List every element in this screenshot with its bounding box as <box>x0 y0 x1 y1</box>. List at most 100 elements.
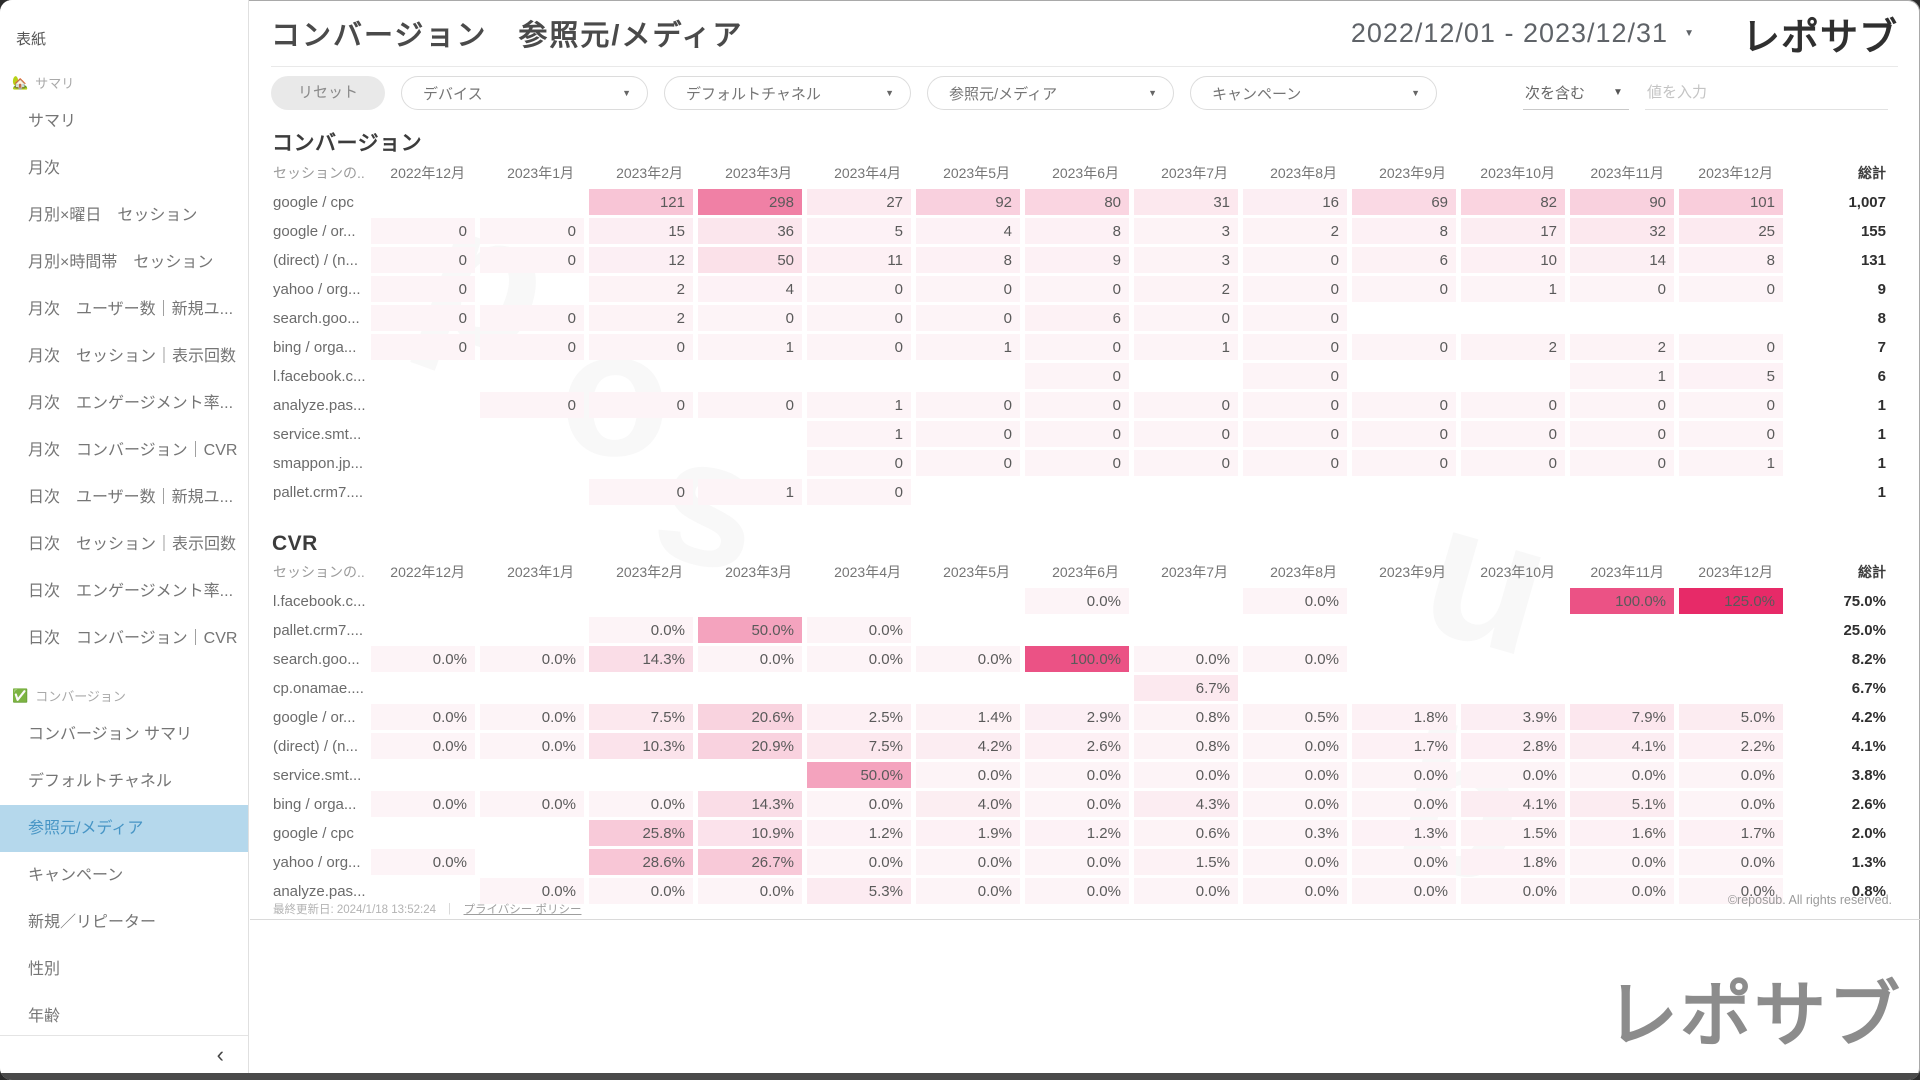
conversions-table-block: コンバージョン セッションの... 2022年12月 2023年1月 2023年2月 20… <box>271 127 1898 508</box>
heatmap-cell <box>916 479 1020 505</box>
column-header[interactable]: 2023年11月 <box>1590 165 1664 181</box>
column-header[interactable]: 2022年12月 <box>390 564 465 580</box>
heatmap-cell <box>371 392 475 418</box>
heatmap-cell: 0 <box>807 450 911 476</box>
column-header[interactable]: 2023年12月 <box>1698 564 1773 580</box>
heatmap-cell <box>1134 617 1238 643</box>
column-header[interactable]: 2023年5月 <box>943 564 1010 580</box>
column-header[interactable]: 2022年12月 <box>390 165 465 181</box>
sidebar-item-cover[interactable]: 表紙 <box>16 31 47 48</box>
sidebar-item[interactable]: 月次 ユーザー数｜新規ユ... <box>28 301 234 318</box>
heatmap-cell: 0 <box>916 421 1020 447</box>
sidebar-item[interactable]: 日次 エンゲージメント率... <box>28 583 234 600</box>
sidebar-item[interactable]: 月次 エンゲージメント率... <box>28 395 234 412</box>
filter-value-input[interactable] <box>1644 76 1888 110</box>
reset-button[interactable]: リセット <box>271 76 386 110</box>
sidebar-item[interactable]: 月次 コンバージョン｜CVR <box>28 442 238 459</box>
heatmap-cell: 5 <box>807 218 911 244</box>
sidebar-item[interactable]: 性別 <box>28 961 61 978</box>
column-header[interactable]: 2023年6月 <box>1052 165 1119 181</box>
heatmap-cell: 2 <box>589 305 693 331</box>
heatmap-cell: 0 <box>480 247 584 273</box>
heatmap-cell <box>480 276 584 302</box>
total-column-header[interactable]: 総計 <box>1858 564 1886 580</box>
column-header[interactable]: 2023年7月 <box>1161 165 1228 181</box>
column-header[interactable]: 2023年11月 <box>1590 564 1664 580</box>
filter-dropdown[interactable]: キャンペーン ▼ <box>1190 76 1438 110</box>
column-header[interactable]: 2023年8月 <box>1270 165 1337 181</box>
heatmap-cell <box>1461 646 1565 672</box>
sidebar-item[interactable]: 月別×曜日 セッション <box>28 207 198 224</box>
table-row: analyze.pas... 0 0 0 1 0 0 0 0 0 0 0 0 1 <box>271 392 1888 418</box>
heatmap-cell <box>589 363 693 389</box>
column-header[interactable]: 2023年12月 <box>1698 165 1773 181</box>
heatmap-cell: 0 <box>589 479 693 505</box>
heatmap-cell <box>807 588 911 614</box>
sidebar-section-header[interactable]: 🏡 サマリ <box>12 73 248 92</box>
home-icon: 🏡 <box>12 74 29 90</box>
heatmap-cell: 27 <box>807 189 911 215</box>
column-header[interactable]: 2023年3月 <box>725 564 792 580</box>
report-area: コンバージョン 参照元/メディア 2022/12/01 - 2023/12/31… <box>250 0 1920 1073</box>
filter-dropdown[interactable]: デバイス ▼ <box>401 76 649 110</box>
sidebar-item[interactable]: 日次 ユーザー数｜新規ユ... <box>28 489 234 506</box>
sidebar-item[interactable]: 年齢 <box>28 1008 61 1025</box>
privacy-policy-link[interactable]: プライバシー ポリシー <box>463 904 582 916</box>
heatmap-cell <box>1570 305 1674 331</box>
heatmap-cell: 69 <box>1352 189 1456 215</box>
sidebar-item[interactable]: 参照元/メディア <box>0 805 248 852</box>
column-header[interactable]: 2023年5月 <box>943 165 1010 181</box>
sidebar-item[interactable]: 月別×時間帯 セッション <box>28 254 214 271</box>
sidebar-item[interactable]: キャンペーン <box>28 867 124 884</box>
heatmap-cell: 25.8% <box>589 820 693 846</box>
column-header[interactable]: 2023年4月 <box>834 564 901 580</box>
column-header[interactable]: 2023年3月 <box>725 165 792 181</box>
sidebar-item[interactable]: デフォルトチャネル <box>28 773 172 790</box>
filter-dropdown[interactable]: デフォルトチャネル ▼ <box>664 76 912 110</box>
total-column-header[interactable]: 総計 <box>1858 165 1886 181</box>
filter-dropdown[interactable]: 参照元/メディア ▼ <box>927 76 1175 110</box>
report-footer: 最終更新日: 2024/1/18 13:52:24 ｜ プライバシー ポリシー <box>273 901 581 917</box>
heatmap-cell <box>589 421 693 447</box>
column-header[interactable]: 2023年8月 <box>1270 564 1337 580</box>
heatmap-cell: 0.0% <box>480 646 584 672</box>
heatmap-cell: 4.0% <box>916 791 1020 817</box>
column-header[interactable]: 2023年1月 <box>507 564 574 580</box>
sidebar-item[interactable]: サマリ <box>28 113 77 130</box>
column-header[interactable]: 2023年4月 <box>834 165 901 181</box>
heatmap-cell: 20.6% <box>698 704 802 730</box>
heatmap-cell: 0.0% <box>1352 762 1456 788</box>
column-header[interactable]: 2023年2月 <box>616 564 683 580</box>
heatmap-cell: 0.0% <box>589 878 693 904</box>
heatmap-cell: 6 <box>1025 305 1129 331</box>
column-header[interactable]: 2023年6月 <box>1052 564 1119 580</box>
sidebar-item[interactable]: 新規／リピーター <box>28 914 157 931</box>
column-header[interactable]: 2023年9月 <box>1379 564 1446 580</box>
column-header[interactable]: 2023年7月 <box>1161 564 1228 580</box>
column-header[interactable]: 2023年10月 <box>1480 165 1555 181</box>
condition-dropdown[interactable]: 次を含む ▼ <box>1523 76 1629 110</box>
heatmap-cell: 10.9% <box>698 820 802 846</box>
heatmap-cell <box>1025 675 1129 701</box>
sidebar-item[interactable]: 月次 <box>28 160 61 177</box>
date-range-picker[interactable]: 2022/12/01 - 2023/12/31 ▼ <box>1351 18 1694 49</box>
sidebar-item[interactable]: 日次 コンバージョン｜CVR <box>28 630 238 647</box>
heatmap-cell: 0 <box>480 392 584 418</box>
heatmap-cell: 1 <box>807 421 911 447</box>
heatmap-cell: 0.0% <box>1025 791 1129 817</box>
heatmap-cell: 0.0% <box>589 617 693 643</box>
heatmap-cell <box>589 450 693 476</box>
column-header[interactable]: 2023年1月 <box>507 165 574 181</box>
sidebar-collapse-button[interactable]: ‹ <box>216 1041 224 1067</box>
footer-separator: ｜ <box>444 904 456 916</box>
row-dimension-header[interactable]: セッションの... <box>273 564 366 580</box>
column-header[interactable]: 2023年9月 <box>1379 165 1446 181</box>
sidebar-item[interactable]: コンバージョン サマリ <box>28 726 193 743</box>
sidebar-item[interactable]: 日次 セッション｜表示回数 <box>28 536 237 553</box>
column-header[interactable]: 2023年2月 <box>616 165 683 181</box>
column-header[interactable]: 2023年10月 <box>1480 564 1555 580</box>
sidebar-section-header[interactable]: ✅ コンバージョン <box>12 686 248 705</box>
row-dimension-header[interactable]: セッションの... <box>273 165 366 181</box>
sidebar-item[interactable]: 月次 セッション｜表示回数 <box>28 348 237 365</box>
heatmap-cell <box>1243 617 1347 643</box>
